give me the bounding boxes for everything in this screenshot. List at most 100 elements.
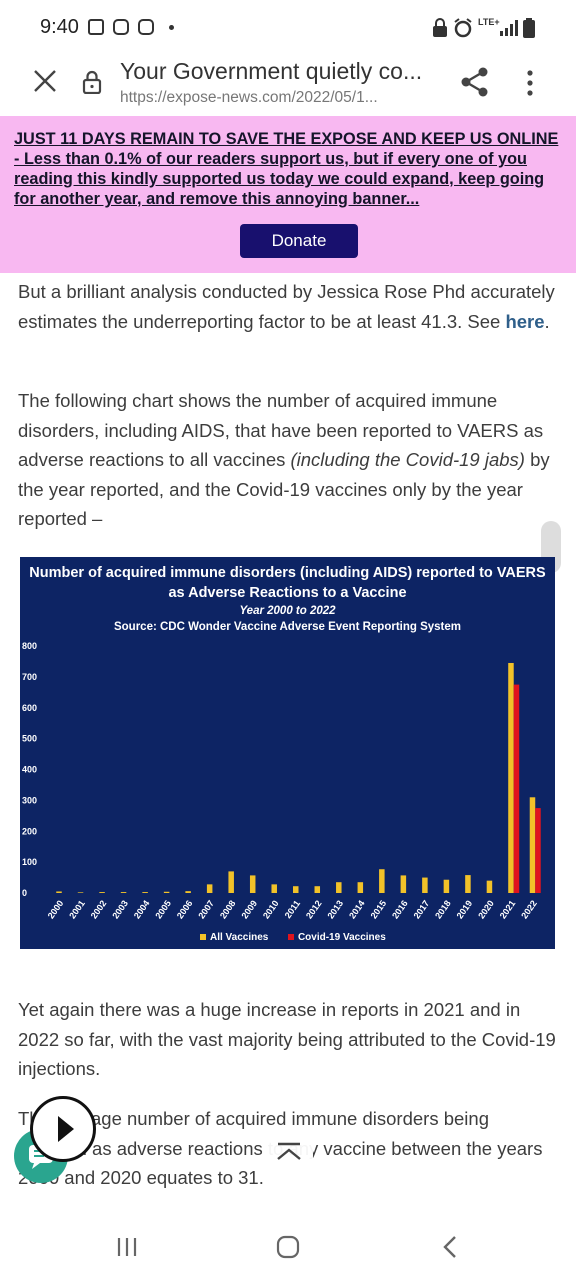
scroll-to-top-icon[interactable] [265,1127,313,1175]
play-button[interactable] [30,1096,96,1162]
bar-all-2021 [508,662,514,893]
browser-toolbar [0,56,576,114]
bar-all-2003 [120,892,127,893]
x-tick-label: 2010 [261,898,281,920]
legend-label-all: All Vaccines [210,932,269,943]
x-tick-label: 2001 [67,898,87,920]
lock-status-icon [433,18,447,37]
bar-all-2000 [56,891,62,893]
play-icon [58,1116,74,1142]
y-tick-label: 600 [22,703,37,713]
more-options-icon[interactable] [520,70,540,96]
legend-label-covid: Covid-19 Vaccines [297,932,386,943]
x-tick-label: 2015 [369,898,389,920]
signal-icon [500,20,518,36]
bar-all-2010 [271,884,277,893]
y-tick-label: 700 [22,672,37,682]
instagram-icon-2 [138,19,154,35]
x-tick-label: 2021 [498,898,518,920]
page-url[interactable]: https://expose-news.com/2022/05/1... [120,89,378,106]
bar-all-2019 [465,875,471,893]
bar-all-2006 [185,891,191,893]
bar-covid-2021 [513,684,520,893]
x-tick-label: 2006 [175,898,195,920]
close-icon[interactable] [32,68,58,94]
notification-dot-icon [169,25,174,30]
x-tick-label: 2002 [89,898,109,920]
x-tick-label: 2018 [433,898,453,920]
x-tick-label: 2003 [110,898,130,920]
x-tick-label: 2014 [347,898,367,920]
banner-text[interactable]: JUST 11 DAYS REMAIN TO SAVE THE EXPOSE A… [14,130,559,208]
article-paragraph-3: Yet again there was a huge increase in r… [18,999,556,1079]
y-tick-label: 200 [22,826,37,836]
y-tick-label: 0 [22,888,27,898]
bar-all-2008 [228,871,234,893]
bar-covid-2022 [535,808,541,893]
paragraph-text-end: by the year reported, and the Covid-19 v… [18,449,550,529]
x-tick-label: 2016 [390,898,410,920]
article-paragraph-2: The following chart shows the number of … [18,386,558,534]
x-tick-label: 2019 [455,898,475,920]
x-tick-label: 2012 [304,898,324,920]
x-tick-label: 2013 [326,898,346,920]
status-time: 9:40 [40,16,79,38]
bar-all-2014 [357,882,364,893]
donate-button[interactable]: Donate [240,224,358,258]
paragraph-text: The following chart shows the number of … [18,390,544,470]
home-icon[interactable] [276,1235,300,1259]
x-tick-label: 2009 [239,898,259,920]
bar-all-2012 [314,886,321,893]
network-label: LTE+ [478,17,500,27]
x-tick-label: 2020 [476,898,496,920]
bar-all-2013 [336,882,342,893]
bar-all-2015 [379,869,385,893]
x-tick-label: 2005 [153,898,173,920]
battery-icon [523,18,535,38]
paragraph-emphasis: (including the Covid-19 jabs) [290,449,525,470]
here-link[interactable]: here [505,310,545,332]
chart-source: Source: CDC Wonder Vaccine Adverse Event… [113,621,462,633]
status-bar [0,0,576,56]
system-nav-bar [0,1214,576,1280]
x-tick-label: 2022 [519,898,539,920]
y-tick-label: 800 [22,641,37,651]
x-tick-label: 2000 [46,898,66,920]
bar-all-2002 [99,892,105,893]
bar-all-2009 [249,875,256,893]
back-icon[interactable] [440,1235,460,1259]
alarm-icon [454,18,472,38]
gallery-icon [88,19,104,35]
x-tick-label: 2007 [196,898,216,920]
y-tick-label: 100 [22,857,37,867]
chart-subtitle: Year 2000 to 2022 [239,605,336,617]
x-tick-label: 2008 [218,898,238,920]
paragraph-text: But a brilliant analysis conducted by Je… [18,281,555,332]
bar-all-2004 [142,892,148,893]
legend-swatch-all [200,934,206,940]
x-tick-label: 2011 [283,898,302,920]
lock-icon[interactable] [82,70,102,94]
bar-all-2017 [422,877,428,893]
article-paragraph-1: But a brilliant analysis conducted by Je… [18,277,558,336]
x-tick-label: 2017 [412,898,432,920]
y-tick-label: 400 [22,765,37,775]
recent-apps-icon[interactable] [116,1236,138,1258]
bar-all-2022 [529,797,536,893]
legend-swatch-covid [287,934,294,940]
y-tick-label: 300 [22,795,37,805]
bar-all-2018 [443,879,450,893]
paragraph-end: . [544,310,550,332]
page-title[interactable]: Your Government quietly co... [120,58,423,84]
instagram-icon [113,19,129,35]
bar-all-2016 [400,875,407,893]
bar-all-2005 [163,891,170,893]
chart-title: Number of acquired immune disorders (inc… [29,565,546,601]
bar-all-2020 [486,880,493,893]
y-tick-label: 500 [22,734,37,744]
x-tick-label: 2004 [132,898,152,920]
bar-all-2011 [293,886,299,893]
share-icon[interactable] [460,66,490,98]
chart-legend: All Vaccines Covid-19 Vaccines [200,932,386,943]
